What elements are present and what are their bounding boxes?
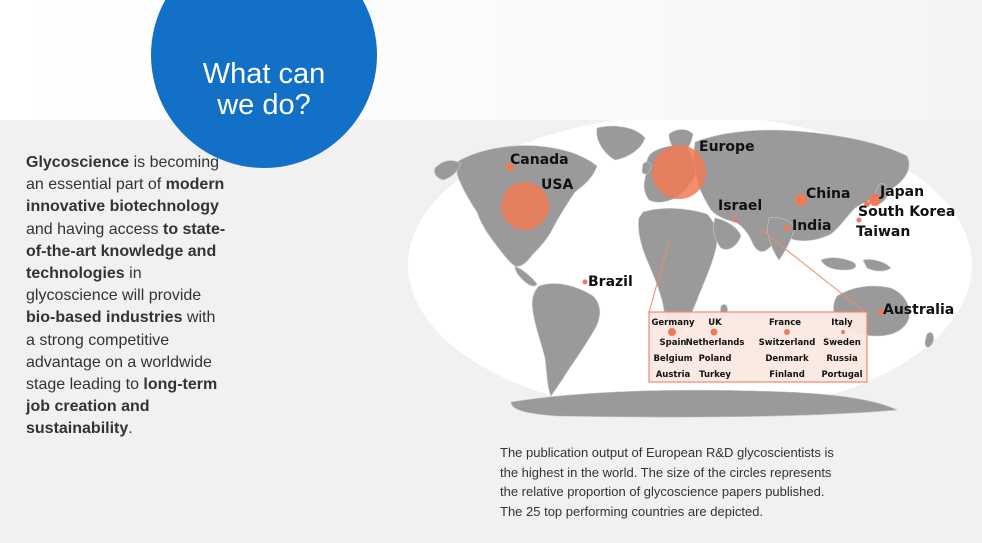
label-brazil: Brazil — [588, 274, 633, 290]
country-labels: Canada USA Europe Israel China Japan Sou… — [510, 139, 955, 318]
world-map-svg: Germany UK France Italy Spain Netherland… — [408, 120, 972, 418]
europe-country-label: Finland — [769, 370, 805, 380]
label-israel: Israel — [718, 198, 762, 214]
text-run: . — [128, 420, 133, 438]
text-run: is becoming an essential part of — [26, 154, 219, 194]
bubble-israel — [732, 217, 738, 223]
europe-country-label: Spain — [660, 338, 687, 348]
europe-country-label: Belgium — [653, 354, 692, 364]
europe-country-label: Portugal — [821, 370, 862, 380]
europe-detail-labels: Germany UK France Italy Spain Netherland… — [651, 318, 862, 380]
bubble-china — [795, 194, 807, 206]
europe-country-label: Netherlands — [686, 338, 745, 348]
text-run: with a strong competitive advantage on a… — [26, 309, 216, 394]
publication-bubbles — [501, 145, 884, 315]
bubble-usa — [501, 182, 549, 230]
caption-line: the relative proportion of glycoscience … — [500, 484, 825, 499]
text-run: bio-based industries — [26, 309, 183, 327]
text-run: and having access — [26, 220, 163, 238]
europe-country-label: France — [769, 318, 801, 328]
text-run: Glycoscience — [26, 154, 130, 171]
europe-country-label: Sweden — [823, 338, 861, 348]
label-india: India — [792, 218, 831, 234]
europe-country-label: Austria — [656, 370, 691, 380]
title-line-2: we do? — [217, 89, 311, 121]
europe-detail-dots — [668, 328, 845, 336]
bubble-brazil — [582, 279, 588, 285]
bubble-south-korea — [864, 201, 870, 207]
europe-country-label: Denmark — [765, 354, 809, 364]
bubble-japan — [869, 194, 881, 206]
label-australia: Australia — [883, 302, 954, 318]
map-caption: The publication output of European R&D g… — [500, 443, 900, 521]
bubble-canada — [506, 163, 514, 171]
europe-country-label: Switzerland — [759, 338, 816, 348]
label-canada: Canada — [510, 152, 569, 168]
europe-country-label: Poland — [699, 354, 732, 364]
text-run: long-term job creation and sustainabilit… — [26, 376, 218, 438]
label-europe: Europe — [699, 139, 755, 155]
connector-line-left — [648, 241, 670, 313]
europe-country-label: Russia — [826, 354, 858, 364]
caption-line: The 25 top performing countries are depi… — [500, 503, 764, 519]
europe-country-label: UK — [708, 318, 722, 328]
text-run: modern innovative biotechnology — [26, 176, 225, 216]
label-usa: USA — [541, 177, 573, 193]
text-run: to state-of-the-art knowledge and techno… — [26, 220, 226, 283]
label-taiwan: Taiwan — [856, 224, 910, 240]
caption-line: the highest in the world. The size of th… — [500, 464, 832, 480]
caption-line: The publication output of European R&D g… — [500, 445, 834, 460]
text-run: in glycoscience will provide — [26, 265, 202, 305]
europe-country-label: Germany — [651, 318, 695, 328]
bubble-australia — [878, 309, 884, 315]
europe-detail-box — [648, 311, 868, 383]
europe-country-label: Turkey — [699, 370, 731, 380]
bubble-europe — [652, 145, 706, 199]
connector-line-right — [758, 227, 866, 313]
title-line-1: What can — [202, 58, 326, 90]
intro-paragraph: Glycoscience is becoming an essential pa… — [26, 152, 226, 441]
bubble-india — [784, 225, 790, 231]
label-south-korea: South Korea — [858, 204, 955, 220]
label-china: China — [806, 186, 850, 202]
bubble-taiwan — [856, 217, 862, 223]
europe-country-label: Italy — [831, 318, 853, 328]
slide-title: What can we do? — [184, 59, 344, 121]
label-japan: Japan — [879, 184, 924, 200]
header-band — [0, 0, 982, 120]
world-map: Germany UK France Italy Spain Netherland… — [407, 120, 982, 420]
